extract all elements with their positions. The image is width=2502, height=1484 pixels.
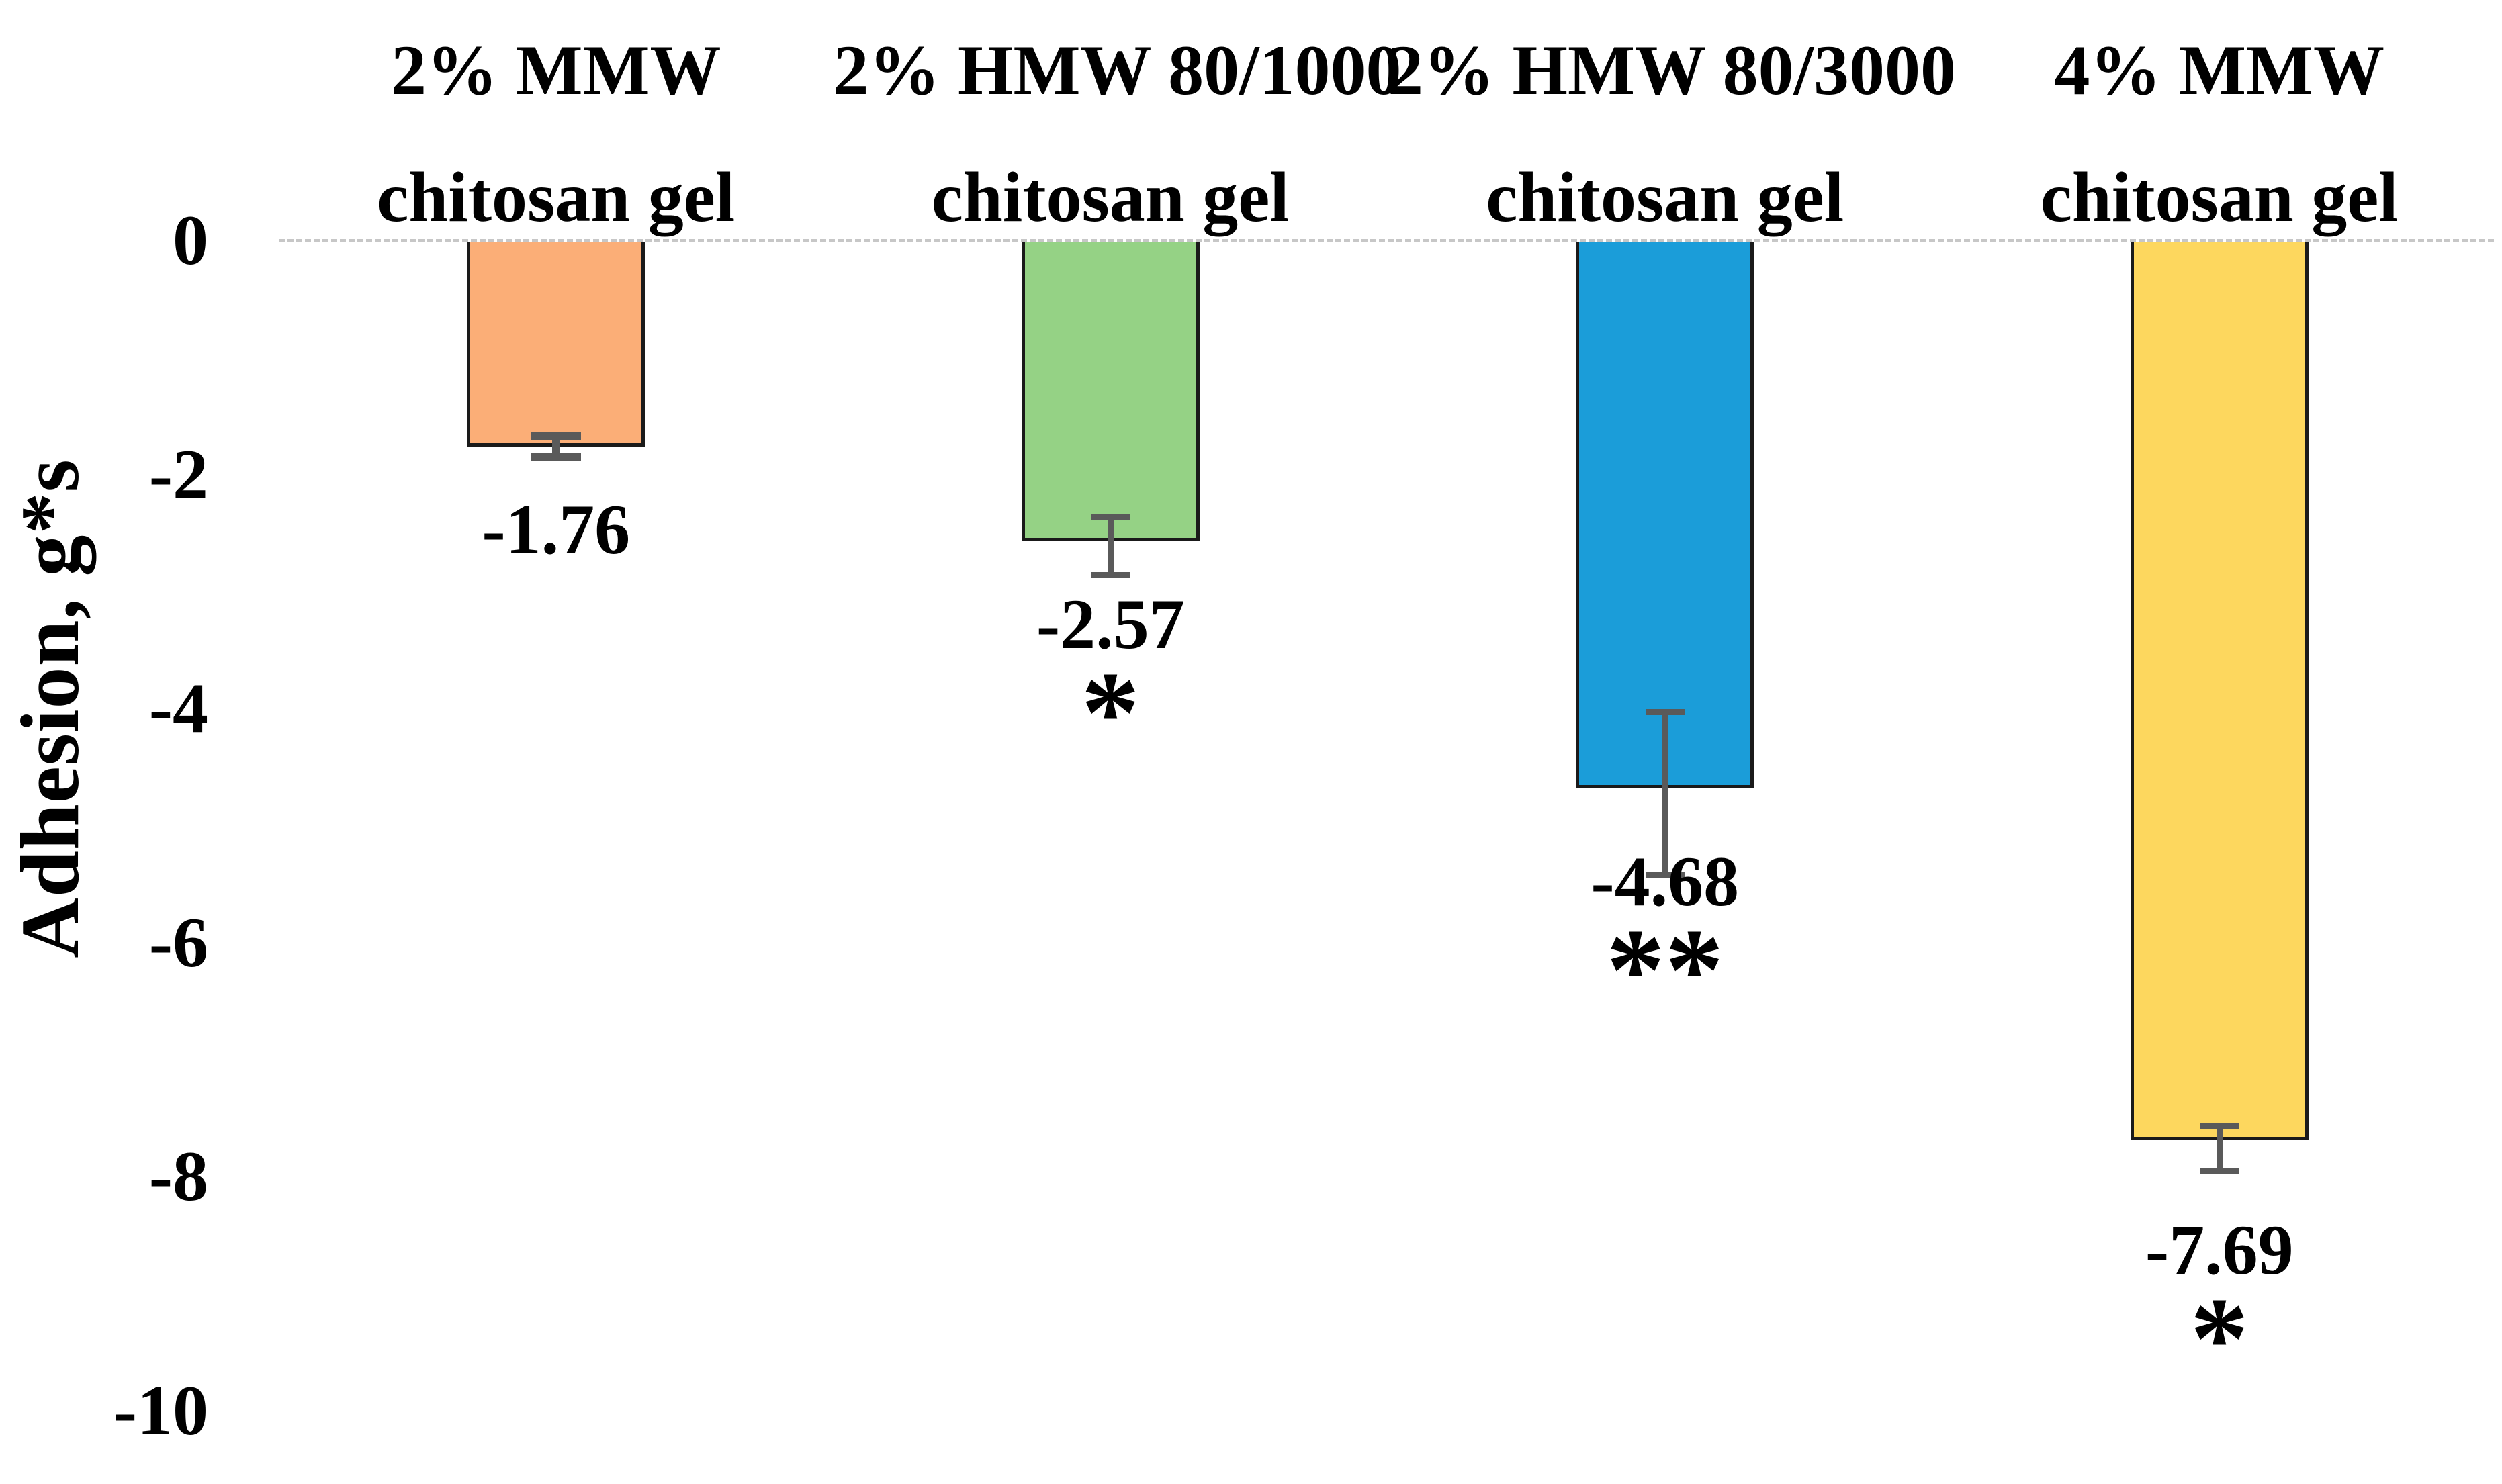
category-label-line: 2% HMW 80/1000 (833, 31, 1402, 109)
zero-gridline (279, 239, 2497, 242)
error-bar-cap-bottom (2200, 1168, 2239, 1174)
y-axis-title: Adhesion, g*s (4, 459, 96, 958)
error-bar-cap-top (531, 432, 581, 440)
category-label-line: chitosan gel (1486, 158, 1844, 236)
y-tick-label: -10 (113, 1371, 208, 1450)
bar-label-stack: -4.68 ** (1396, 839, 1934, 1035)
error-bar-line (1662, 712, 1668, 875)
y-tick-label: -8 (148, 1137, 208, 1216)
category-label-line: 2% MMW (390, 31, 721, 109)
significance-label: * (1081, 647, 1141, 778)
category-label-line: 2% HMW 80/3000 (1388, 31, 1957, 109)
error-bar-line (551, 436, 560, 457)
bar (2130, 240, 2309, 1141)
bar (1021, 240, 1200, 541)
category-label: 2% HMW 80/1000 chitosan gel (833, 7, 1402, 261)
error-bar-cap-top (1091, 513, 1130, 520)
error-bar-cap-bottom (1091, 571, 1130, 578)
y-tick-label: -2 (148, 434, 208, 514)
category-label-line: chitosan gel (931, 158, 1290, 236)
error-bar-cap-bottom (531, 453, 581, 461)
bar (467, 240, 645, 447)
bar-label-stack: -1.76 (287, 487, 825, 572)
bar-label-stack: -7.69 * (1951, 1207, 2488, 1404)
category-label-line: chitosan gel (2040, 158, 2399, 236)
category-label: 2% MMW chitosan gel (279, 7, 834, 261)
value-label: -2.57 (1036, 584, 1185, 663)
error-bar-line (1107, 516, 1114, 575)
category-label: 2% HMW 80/3000 chitosan gel (1388, 7, 1957, 261)
error-bar-line (2216, 1126, 2223, 1171)
y-tick-label: -4 (148, 669, 208, 748)
error-bar-cap-top (2200, 1123, 2239, 1129)
y-tick-label: 0 (173, 201, 208, 279)
error-bar-cap-top (1645, 708, 1685, 715)
y-tick-label: -6 (148, 902, 208, 982)
error-bar-cap-bottom (1645, 872, 1685, 878)
significance-label: ** (1606, 904, 1724, 1035)
value-label: -1.76 (482, 490, 631, 569)
bar (1576, 240, 1754, 788)
category-label-line: 4% MMW (2054, 31, 2385, 109)
value-label: -7.69 (2145, 1211, 2294, 1290)
significance-label: * (2190, 1273, 2249, 1404)
category-label: 4% MMW chitosan gel (1942, 7, 2497, 261)
bar-label-stack: -2.57 * (842, 582, 1379, 778)
value-label: -4.68 (1591, 841, 1740, 921)
category-label-line: chitosan gel (377, 158, 735, 236)
